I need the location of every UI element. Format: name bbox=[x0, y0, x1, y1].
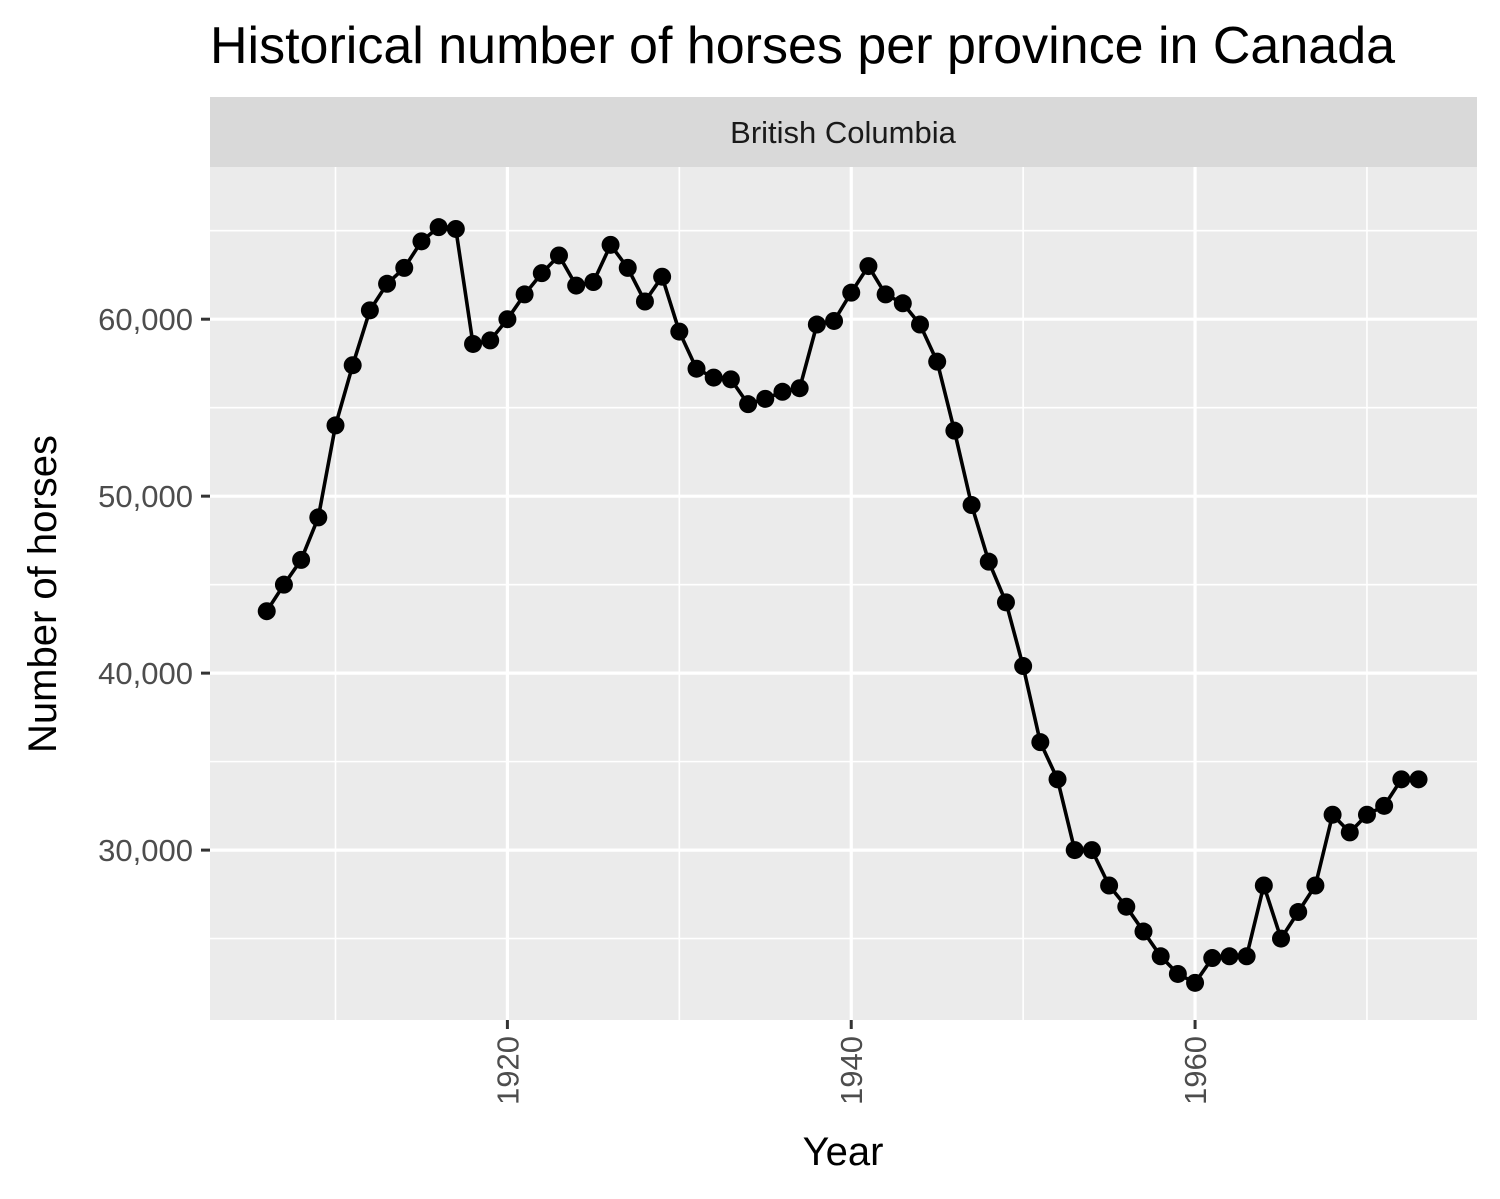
data-point bbox=[1031, 733, 1050, 752]
data-point bbox=[859, 257, 878, 276]
data-point bbox=[343, 356, 362, 375]
data-point bbox=[1186, 973, 1205, 992]
chart-title: Historical number of horses per province… bbox=[210, 17, 1395, 75]
data-point bbox=[567, 276, 586, 295]
data-point bbox=[446, 219, 465, 238]
data-point bbox=[653, 267, 672, 286]
data-point bbox=[928, 352, 947, 371]
data-point bbox=[911, 315, 930, 334]
data-point bbox=[378, 274, 397, 293]
data-point bbox=[326, 416, 345, 435]
data-point bbox=[1151, 947, 1170, 966]
y-tick-label: 50,000 bbox=[98, 479, 193, 514]
data-point bbox=[842, 283, 861, 302]
y-tick-label: 40,000 bbox=[98, 656, 193, 691]
data-point bbox=[756, 389, 775, 408]
data-point bbox=[1237, 947, 1256, 966]
data-point bbox=[257, 602, 276, 621]
data-point bbox=[481, 331, 500, 350]
data-point bbox=[274, 575, 293, 594]
data-point bbox=[1323, 805, 1342, 824]
data-series bbox=[257, 218, 1428, 992]
data-point bbox=[1254, 876, 1273, 895]
data-point bbox=[498, 310, 517, 329]
y-tick-label: 60,000 bbox=[98, 302, 193, 337]
data-point bbox=[739, 395, 758, 414]
data-point bbox=[1340, 823, 1359, 842]
data-point bbox=[1375, 796, 1394, 815]
data-point bbox=[532, 264, 551, 283]
data-point bbox=[945, 421, 964, 440]
data-point bbox=[1168, 964, 1187, 983]
data-point bbox=[618, 258, 637, 277]
data-point bbox=[309, 508, 328, 527]
data-point bbox=[1220, 947, 1239, 966]
data-point bbox=[515, 285, 534, 304]
data-point bbox=[807, 315, 826, 334]
data-point bbox=[1065, 841, 1084, 860]
data-point bbox=[395, 258, 414, 277]
data-point bbox=[429, 218, 448, 237]
data-point bbox=[979, 552, 998, 571]
data-point bbox=[584, 273, 603, 292]
major-gridlines bbox=[210, 167, 1477, 1020]
data-point bbox=[1100, 876, 1119, 895]
data-point bbox=[1306, 876, 1325, 895]
data-point bbox=[893, 294, 912, 313]
data-point bbox=[1014, 657, 1033, 676]
data-point bbox=[1409, 770, 1428, 789]
data-point bbox=[704, 368, 723, 387]
x-axis: 1920 1940 1960 bbox=[490, 1020, 1213, 1105]
data-point bbox=[360, 301, 379, 320]
data-point bbox=[721, 370, 740, 389]
data-point bbox=[790, 379, 809, 398]
data-point bbox=[1117, 897, 1136, 916]
y-axis-title: Number of horses bbox=[21, 435, 65, 753]
data-point bbox=[1134, 922, 1153, 941]
minor-gridlines bbox=[210, 167, 1477, 1020]
data-point bbox=[1289, 903, 1308, 922]
x-tick-label: 1940 bbox=[834, 1036, 869, 1105]
data-point bbox=[1357, 805, 1376, 824]
data-point bbox=[601, 235, 620, 254]
y-tick-label: 30,000 bbox=[98, 833, 193, 868]
data-point bbox=[412, 232, 431, 251]
x-axis-title: Year bbox=[803, 1130, 884, 1174]
data-point bbox=[1048, 770, 1067, 789]
data-point bbox=[876, 285, 895, 304]
y-axis: 30,000 40,000 50,000 60,000 bbox=[98, 302, 210, 868]
x-tick-label: 1960 bbox=[1178, 1036, 1213, 1105]
facet-strip bbox=[210, 97, 1477, 167]
data-point bbox=[1082, 841, 1101, 860]
data-point bbox=[1392, 770, 1411, 789]
data-point bbox=[670, 322, 689, 341]
data-point bbox=[687, 359, 706, 378]
data-point bbox=[292, 550, 311, 569]
data-point bbox=[464, 334, 483, 353]
data-point bbox=[635, 292, 654, 311]
data-point bbox=[962, 496, 981, 515]
data-point bbox=[1203, 949, 1222, 968]
data-point bbox=[996, 593, 1015, 612]
data-point bbox=[773, 382, 792, 401]
data-point bbox=[825, 311, 844, 330]
data-point bbox=[549, 246, 568, 265]
facet-strip-label: British Columbia bbox=[730, 115, 956, 150]
x-tick-label: 1920 bbox=[490, 1036, 525, 1105]
data-point bbox=[1272, 929, 1291, 948]
